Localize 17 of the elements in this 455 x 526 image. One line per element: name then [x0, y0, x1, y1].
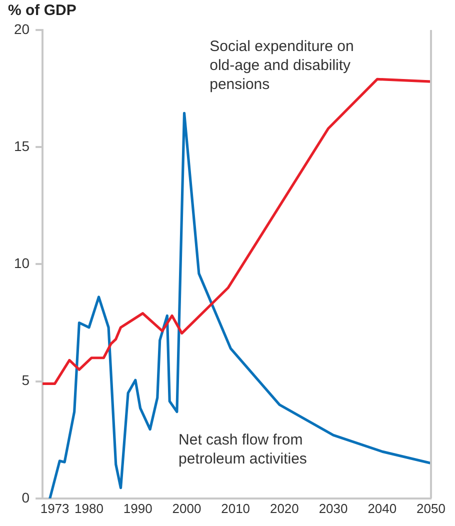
x-tick-label: 1973: [40, 500, 70, 516]
y-tick-label: 20: [14, 20, 30, 37]
series-label: Net cash flow from petroleum activities: [178, 431, 307, 468]
series-label: Social expenditure on old-age and disability pensions: [210, 38, 354, 94]
x-tick-label: 2040: [368, 500, 397, 516]
y-tick-label: 10: [14, 255, 30, 272]
x-tick-label: 2000: [172, 500, 202, 516]
x-tick-label: 2020: [270, 500, 299, 516]
x-tick-label: 2050: [416, 500, 446, 516]
x-tick-label: 1990: [123, 500, 152, 516]
x-tick-label: 1980: [74, 500, 104, 516]
x-tick-label: 2030: [318, 500, 348, 516]
y-tick-label: 15: [14, 138, 30, 154]
x-tick-label: 2010: [221, 500, 250, 516]
y-tick-label: 0: [22, 489, 30, 506]
chart-title: % of GDP: [8, 2, 76, 20]
y-tick-label: 5: [22, 372, 30, 388]
